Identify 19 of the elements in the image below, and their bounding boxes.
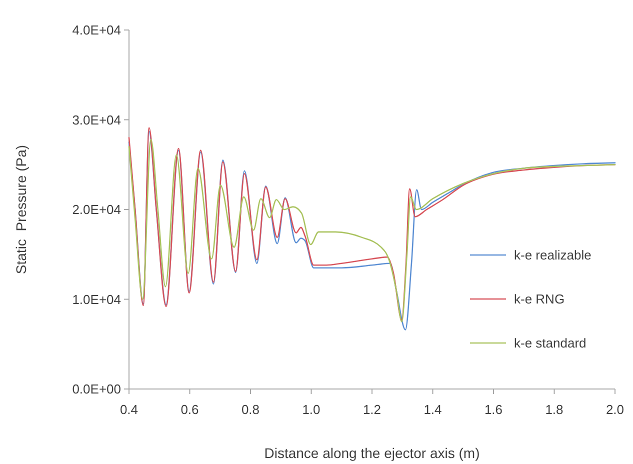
x-tick-label: 2.0 [606,402,624,417]
x-tick-label: 1.6 [484,402,503,417]
x-tick-label: 0.4 [120,402,138,417]
y-tick-label: 2.0E+04 [72,202,121,218]
x-tick-label: 1.4 [424,402,442,417]
x-tick-label: 0.6 [180,402,199,417]
y-tick-label: 1.0E+04 [72,292,121,307]
x-tick-label: 1.0 [302,402,320,417]
legend-label: k-e realizable [514,248,592,263]
x-tick-label: 1.8 [545,402,564,417]
legend-label: k-e standard [514,336,586,351]
y-tick-label: 3.0E+04 [72,112,121,128]
x-tick-label: 0.8 [241,402,260,417]
y-tick-label: 0.0E+00 [72,382,121,397]
x-tick-label: 1.2 [362,402,382,417]
legend-label: k-e RNG [514,292,565,307]
y-axis-title: Static Pressure (Pa) [13,144,29,274]
y-tick-label: 4.0E+04 [72,22,121,38]
x-axis-title: Distance along the ejector axis (m) [264,445,480,461]
